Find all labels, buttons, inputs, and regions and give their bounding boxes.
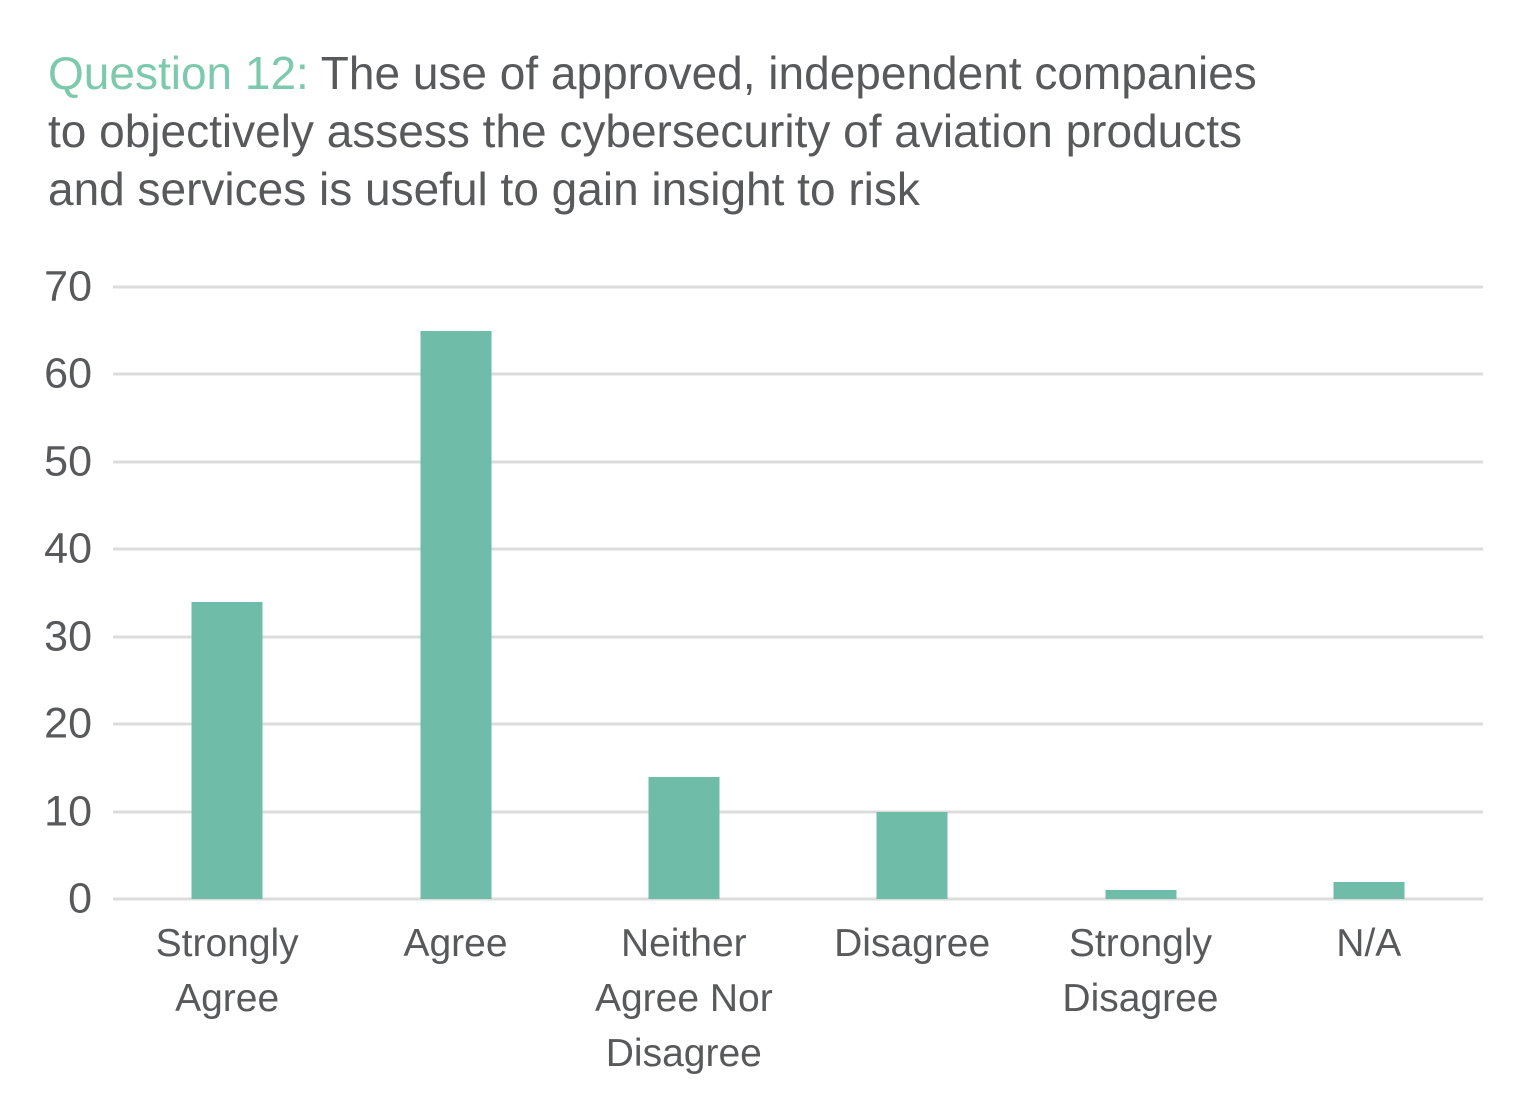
y-axis: 0 10 20 30 40 50 60 70: [0, 265, 92, 920]
bar-neither-agree-nor-disagree: [648, 776, 720, 899]
y-tick-label-30: 30: [44, 612, 92, 661]
x-label-strongly-agree: Strongly Agree: [113, 916, 341, 1081]
x-label-disagree: Disagree: [798, 916, 1026, 1081]
y-tick-label-10: 10: [44, 787, 92, 836]
gridline-10: [113, 810, 1483, 814]
gridline-60: [113, 372, 1483, 376]
x-label-text: Strongly Disagree: [1062, 922, 1219, 1020]
y-tick-label-20: 20: [44, 699, 92, 748]
bar-n-a: [1333, 881, 1405, 899]
plot-area: [113, 285, 1483, 901]
gridline-30: [113, 635, 1483, 639]
x-label-text: Disagree: [834, 922, 991, 965]
chart-title-line3: and services is useful to gain insight t…: [48, 163, 920, 215]
y-tick-label-40: 40: [44, 524, 92, 573]
x-axis-labels: Strongly Agree Agree Neither Agree Nor Dis…: [113, 916, 1483, 1081]
x-label-neither-agree-nor-disagree: Neither Agree Nor Disagree: [570, 916, 798, 1081]
y-tick-label-50: 50: [44, 437, 92, 486]
x-label-n-a: N/A: [1255, 916, 1483, 1081]
x-label-text: Strongly Agree: [155, 922, 299, 1020]
bar-strongly-agree: [191, 601, 263, 899]
chart-title-line2: to objectively assess the cybersecurity …: [48, 105, 1243, 157]
y-tick-label-0: 0: [68, 874, 92, 923]
chart-title: Question 12: The use of approved, indepe…: [48, 44, 1488, 218]
gridline-0: [113, 897, 1483, 901]
gridline-70: [113, 285, 1483, 289]
gridline-50: [113, 460, 1483, 464]
x-label-text: Neither Agree Nor Disagree: [594, 922, 773, 1075]
y-tick-label-70: 70: [44, 262, 92, 311]
gridline-40: [113, 547, 1483, 551]
bar-strongly-disagree: [1105, 890, 1176, 899]
chart-title-line1: The use of approved, independent compani…: [308, 47, 1257, 99]
x-label-text: N/A: [1336, 922, 1402, 965]
bar-disagree: [876, 811, 948, 899]
y-tick-label-60: 60: [44, 349, 92, 398]
x-label-text: Agree: [403, 922, 508, 965]
x-label-strongly-disagree: Strongly Disagree: [1026, 916, 1254, 1081]
bar-agree: [420, 330, 491, 899]
x-label-agree: Agree: [341, 916, 569, 1081]
chart-title-prefix: Question 12:: [48, 47, 309, 99]
gridline-20: [113, 722, 1483, 726]
